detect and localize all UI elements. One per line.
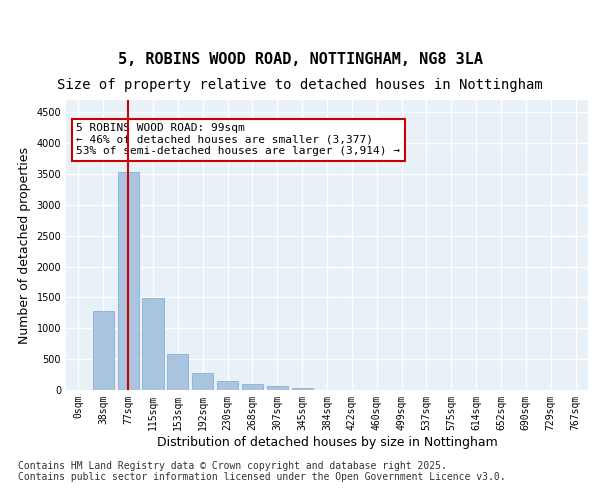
Bar	[167, 354, 188, 390]
Bar	[217, 381, 238, 390]
Text: Size of property relative to detached houses in Nottingham: Size of property relative to detached ho…	[57, 78, 543, 92]
Bar	[192, 374, 213, 390]
Bar	[93, 311, 114, 390]
Text: 5, ROBINS WOOD ROAD, NOTTINGHAM, NG8 3LA: 5, ROBINS WOOD ROAD, NOTTINGHAM, NG8 3LA	[118, 52, 482, 68]
Bar	[292, 388, 313, 390]
Bar	[242, 384, 263, 390]
Bar	[267, 386, 288, 390]
Y-axis label: Number of detached properties: Number of detached properties	[18, 146, 31, 344]
Text: 5 ROBINS WOOD ROAD: 99sqm
← 46% of detached houses are smaller (3,377)
53% of se: 5 ROBINS WOOD ROAD: 99sqm ← 46% of detac…	[76, 123, 400, 156]
X-axis label: Distribution of detached houses by size in Nottingham: Distribution of detached houses by size …	[157, 436, 497, 448]
Text: Contains HM Land Registry data © Crown copyright and database right 2025.
Contai: Contains HM Land Registry data © Crown c…	[18, 461, 506, 482]
Bar	[142, 298, 164, 390]
Bar	[118, 172, 139, 390]
